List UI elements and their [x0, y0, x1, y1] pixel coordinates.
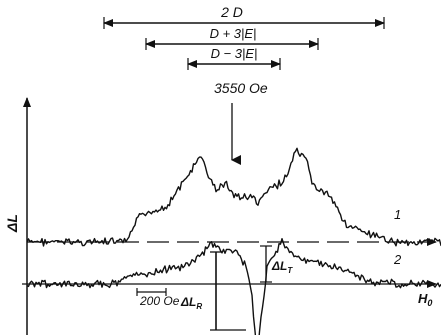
series-trace-2 [26, 238, 441, 335]
center-field-label: 3550 Oe [214, 80, 268, 96]
x-axis-label: H0 [418, 291, 432, 308]
range-label-2d: 2 D [220, 4, 243, 20]
series-trace-1 [26, 147, 441, 247]
series-label-2: 2 [393, 252, 402, 267]
scale-bar-label: 200 Oe [139, 294, 180, 308]
traces [26, 147, 441, 335]
thermal-amplitude-label: ΔLT [271, 259, 293, 275]
resonant-amplitude-marker: ΔLR [180, 251, 246, 331]
scale-bar: 200 Oe [136, 288, 180, 308]
series-label-1: 1 [394, 207, 401, 222]
range-label-d-plus: D + 3|E| [210, 26, 257, 41]
resonant-amplitude-label: ΔLR [180, 295, 202, 311]
thermal-amplitude-marker: ΔLT [260, 245, 293, 283]
splitting-bars: 2 D D + 3|E| D − 3|E| [103, 4, 385, 70]
y-axis-label: ΔL [4, 214, 20, 233]
range-label-d-minus: D − 3|E| [211, 46, 258, 61]
